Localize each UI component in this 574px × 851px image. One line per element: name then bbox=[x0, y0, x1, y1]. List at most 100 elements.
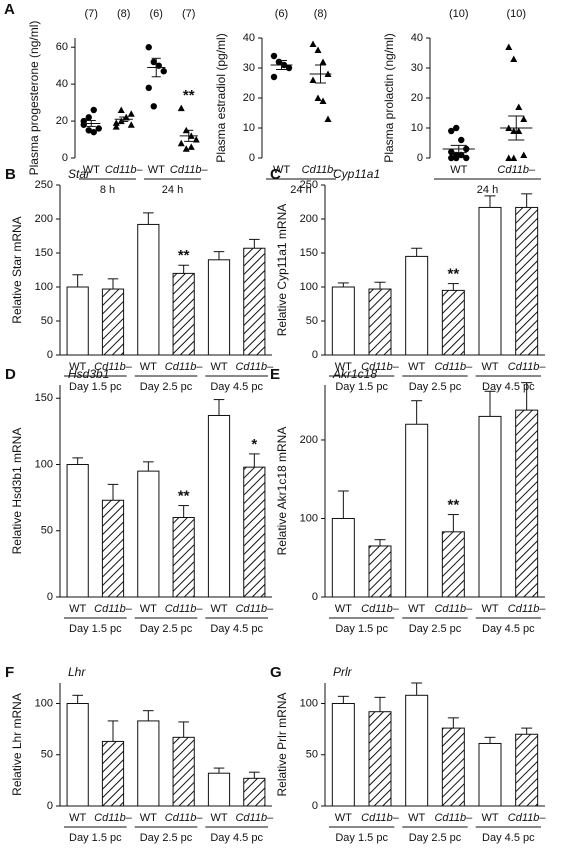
bar bbox=[243, 247, 266, 356]
n-label: (7) bbox=[182, 8, 195, 20]
y-tick-label: 150 bbox=[35, 392, 53, 404]
x-tick-label: WT bbox=[335, 603, 352, 615]
point bbox=[145, 44, 152, 51]
y-axis-label: Relative Cyp11a1 mRNA bbox=[275, 204, 289, 337]
group-label: Day 4.5 pc bbox=[210, 623, 263, 635]
bar bbox=[101, 499, 125, 598]
group-label: Day 4.5 pc bbox=[482, 623, 535, 635]
y-tick-label: 50 bbox=[41, 749, 53, 761]
y-tick-label: 100 bbox=[300, 697, 318, 709]
y-axis-label: Relative Star mRNA bbox=[10, 216, 24, 323]
x-tick-label: Cd11b– bbox=[434, 361, 473, 373]
y-axis-label: Plasma estradiol (pg/ml) bbox=[214, 33, 228, 162]
y-tick-label: 20 bbox=[243, 92, 255, 104]
point bbox=[510, 55, 518, 62]
x-tick-label: WT bbox=[210, 361, 227, 373]
bar bbox=[137, 720, 160, 807]
x-tick-label: WT bbox=[273, 164, 290, 176]
point bbox=[505, 43, 513, 50]
x-tick-label: WT bbox=[69, 361, 86, 373]
y-tick-label: 0 bbox=[312, 591, 318, 603]
group-label: Day 1.5 pc bbox=[335, 623, 388, 635]
y-tick-label: 250 bbox=[300, 179, 318, 191]
x-tick-label: Cd11b– bbox=[508, 812, 547, 824]
bar bbox=[515, 733, 539, 807]
bar bbox=[368, 711, 392, 807]
group-label: Day 2.5 pc bbox=[140, 623, 193, 635]
bar bbox=[478, 415, 502, 598]
point bbox=[324, 115, 332, 122]
y-axis-label: Relative Akr1c18 mRNA bbox=[275, 427, 289, 556]
point bbox=[85, 114, 92, 121]
x-tick-label: WT bbox=[481, 812, 498, 824]
y-tick-label: 20 bbox=[411, 92, 423, 104]
point bbox=[520, 115, 528, 122]
bar bbox=[66, 703, 89, 807]
x-tick-label: Cd11b– bbox=[170, 164, 209, 176]
bar bbox=[331, 517, 355, 598]
y-tick-label: 200 bbox=[300, 213, 318, 225]
x-tick-label: WT bbox=[335, 812, 352, 824]
y-tick-label: 40 bbox=[411, 32, 423, 44]
n-label: (7) bbox=[85, 8, 98, 20]
x-tick-label: Cd11b– bbox=[94, 812, 133, 824]
y-tick-label: 40 bbox=[56, 78, 68, 90]
point bbox=[319, 58, 327, 65]
x-tick-label: WT bbox=[83, 164, 100, 176]
x-tick-label: Cd11b– bbox=[508, 361, 547, 373]
x-tick-label: Cd11b– bbox=[361, 603, 400, 615]
point bbox=[520, 151, 528, 158]
x-tick-label: WT bbox=[481, 603, 498, 615]
x-tick-label: WT bbox=[408, 361, 425, 373]
group-label: 24 h bbox=[162, 184, 183, 196]
x-tick-label: Cd11b– bbox=[235, 361, 274, 373]
bar bbox=[405, 694, 429, 807]
x-tick-label: WT bbox=[335, 361, 352, 373]
point bbox=[150, 103, 157, 110]
point bbox=[90, 128, 97, 136]
point bbox=[145, 84, 152, 92]
bar bbox=[172, 272, 195, 356]
point bbox=[309, 40, 317, 47]
x-tick-label: Cd11b– bbox=[302, 164, 341, 176]
y-tick-label: 150 bbox=[35, 247, 53, 259]
group-label: 24 h bbox=[290, 184, 311, 196]
chart-title: Lhr bbox=[68, 665, 86, 679]
point bbox=[117, 106, 125, 113]
bar bbox=[207, 259, 231, 356]
y-tick-label: 60 bbox=[56, 41, 68, 53]
bar bbox=[405, 255, 429, 356]
y-tick-label: 150 bbox=[300, 247, 318, 259]
x-tick-label: Cd11b– bbox=[434, 603, 473, 615]
y-tick-label: 0 bbox=[249, 152, 255, 164]
point bbox=[177, 139, 185, 147]
point bbox=[112, 119, 120, 126]
significance: ** bbox=[178, 247, 190, 264]
point bbox=[90, 106, 97, 114]
bar bbox=[515, 206, 539, 356]
bar bbox=[478, 742, 502, 807]
bar bbox=[331, 286, 355, 356]
point bbox=[314, 94, 322, 101]
group-label: Day 2.5 pc bbox=[409, 832, 462, 844]
panel-letter: G bbox=[270, 664, 282, 681]
x-tick-label: WT bbox=[140, 812, 157, 824]
group-label: Day 1.5 pc bbox=[335, 381, 388, 393]
bar bbox=[207, 414, 231, 598]
bar bbox=[368, 545, 392, 598]
x-tick-label: WT bbox=[408, 812, 425, 824]
chart-title: Star bbox=[68, 167, 91, 181]
x-tick-label: WT bbox=[408, 603, 425, 615]
x-tick-label: Cd11b– bbox=[165, 812, 204, 824]
x-tick-label: Cd11b– bbox=[235, 603, 274, 615]
x-tick-label: WT bbox=[69, 603, 86, 615]
point bbox=[187, 143, 195, 150]
point bbox=[160, 68, 167, 75]
point bbox=[463, 154, 470, 162]
y-tick-label: 50 bbox=[306, 749, 318, 761]
chart-title: Akr1c18 bbox=[332, 367, 377, 381]
x-tick-label: Cd11b– bbox=[434, 812, 473, 824]
x-tick-label: Cd11b– bbox=[508, 603, 547, 615]
bar bbox=[66, 464, 89, 598]
point bbox=[85, 127, 92, 134]
